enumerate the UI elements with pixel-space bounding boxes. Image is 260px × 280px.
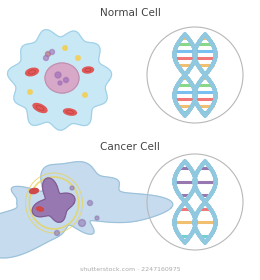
Circle shape — [46, 52, 50, 56]
Circle shape — [63, 46, 67, 50]
Ellipse shape — [82, 67, 94, 73]
Polygon shape — [8, 30, 112, 130]
Circle shape — [49, 50, 55, 55]
Text: shutterstock.com · 2247160975: shutterstock.com · 2247160975 — [80, 267, 180, 272]
Circle shape — [79, 220, 86, 227]
Circle shape — [58, 81, 62, 85]
Ellipse shape — [37, 207, 43, 211]
Ellipse shape — [33, 104, 47, 113]
Polygon shape — [32, 178, 75, 222]
Ellipse shape — [30, 188, 38, 193]
Circle shape — [70, 186, 74, 190]
Circle shape — [63, 78, 68, 83]
Circle shape — [55, 72, 61, 78]
Circle shape — [83, 93, 87, 97]
Text: Normal Cell: Normal Cell — [100, 8, 160, 18]
Circle shape — [28, 90, 32, 94]
Circle shape — [46, 52, 50, 57]
Circle shape — [88, 200, 93, 206]
Ellipse shape — [26, 68, 38, 76]
Ellipse shape — [64, 109, 76, 115]
Circle shape — [55, 230, 60, 235]
Circle shape — [76, 56, 80, 60]
Text: Cancer Cell: Cancer Cell — [100, 142, 160, 152]
Circle shape — [43, 55, 49, 60]
Polygon shape — [0, 162, 173, 258]
Ellipse shape — [45, 63, 79, 93]
Circle shape — [95, 216, 99, 220]
